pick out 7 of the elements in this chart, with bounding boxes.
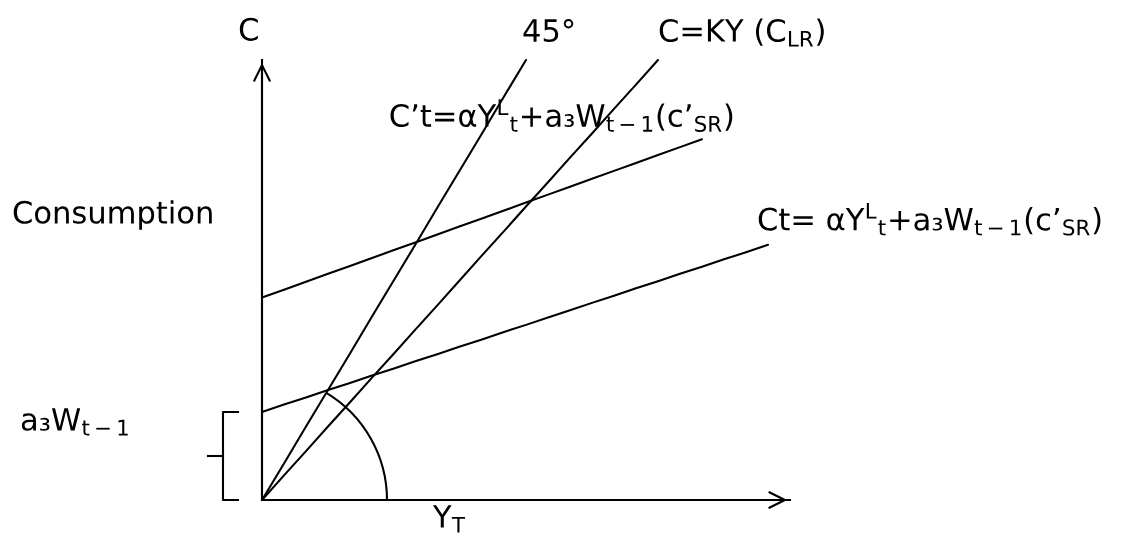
text: Consumption — [13, 200, 212, 230]
series-label: Ct= αY$^{L}$$_{t}$+a₃W$_{t−1}$(c’$_{SR}$) — [758, 202, 1101, 236]
series-label: 45° — [523, 18, 574, 43]
y-axis-title: C — [239, 17, 258, 41]
series-label: C=KY (C$_{LR}$) — [659, 18, 824, 47]
x-axis-title: Y$_{T}$ — [432, 505, 466, 533]
text: a₃W$_{t−1}$ — [21, 408, 128, 436]
